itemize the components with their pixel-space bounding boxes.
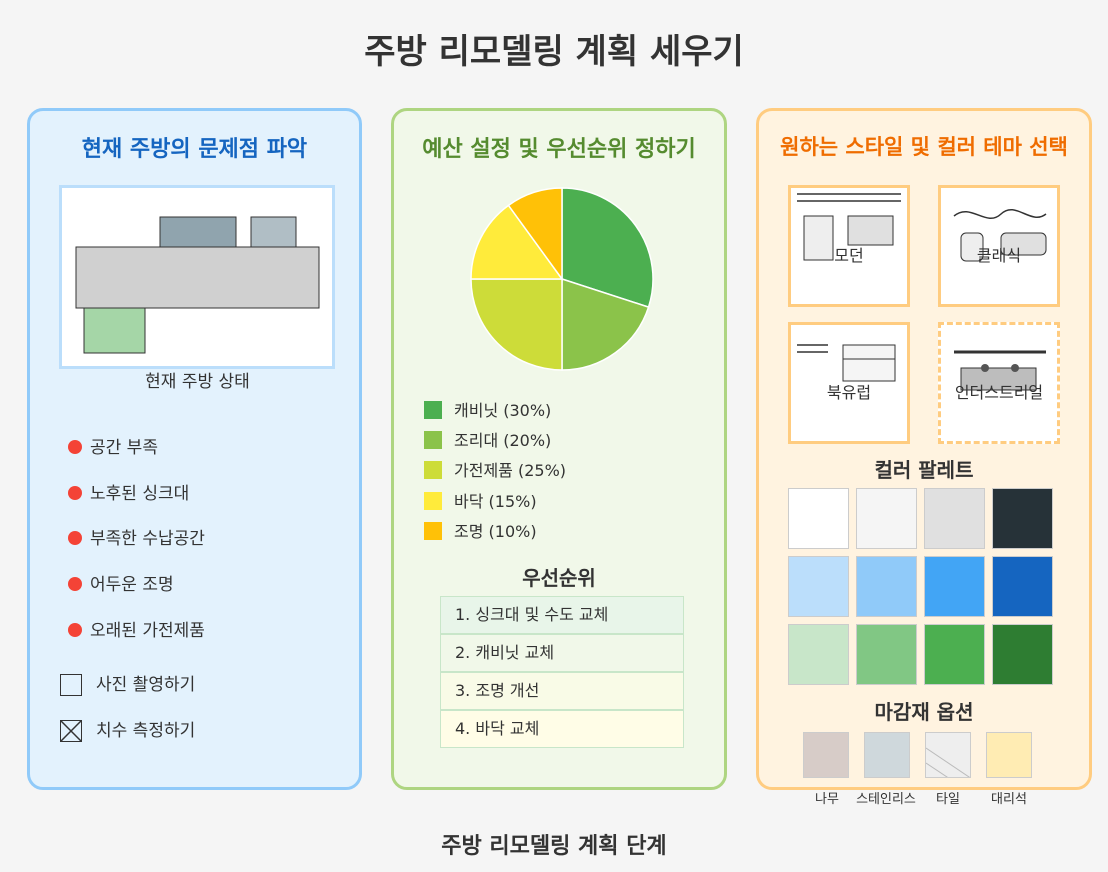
material-label: 타일 <box>936 792 960 807</box>
legend-swatch <box>424 522 442 540</box>
budget-panel-title: 예산 설정 및 우선순위 정하기 <box>422 137 696 162</box>
color-swatch[interactable] <box>856 556 917 617</box>
legend-item: 조리대 (20%) <box>424 427 551 451</box>
legend-swatch <box>424 461 442 479</box>
legend-item: 조명 (10%) <box>424 518 537 542</box>
legend-swatch <box>424 492 442 510</box>
color-swatch[interactable] <box>992 624 1053 685</box>
legend-item: 캐비닛 (30%) <box>424 397 551 421</box>
color-swatch[interactable] <box>992 488 1053 549</box>
legend-item: 가전제품 (25%) <box>424 457 566 481</box>
priority-item: 4. 바닥 교체 <box>440 710 684 748</box>
material-wood-swatch[interactable] <box>803 732 849 778</box>
style-option-classic[interactable]: 클래식 <box>938 185 1060 307</box>
checkbox-checked[interactable] <box>60 720 82 742</box>
pie-slice-캐비닛 <box>561 187 654 309</box>
pie-slice-바닥 <box>470 204 564 280</box>
nordic-style-icon <box>797 344 896 382</box>
bullet-dot-icon <box>68 623 82 637</box>
color-swatch[interactable] <box>924 556 985 617</box>
style-option-nordic[interactable]: 북유럽 <box>788 322 910 444</box>
style-option-industrial[interactable]: 인더스트리얼 <box>938 322 1060 444</box>
checkmark-x-icon <box>61 721 81 741</box>
issue-item: 노후된 싱크대 <box>68 479 189 504</box>
color-swatch[interactable] <box>924 624 985 685</box>
priority-item: 2. 캐비닛 교체 <box>440 634 684 672</box>
kitchen-image-caption: 현재 주방 상태 <box>145 372 250 392</box>
pie-slice-조리대 <box>561 277 650 371</box>
color-swatch[interactable] <box>788 624 849 685</box>
style-option-modern[interactable]: 모던 <box>788 185 910 307</box>
bullet-dot-icon <box>68 440 82 454</box>
style-panel-title: 원하는 스타일 및 컬러 테마 선택 <box>780 135 1068 159</box>
problem-panel-title: 현재 주방의 문제점 파악 <box>81 137 308 162</box>
modern-style-icon <box>797 193 901 261</box>
page-title: 주방 리모델링 계획 세우기 <box>364 32 744 72</box>
color-swatch[interactable] <box>856 488 917 549</box>
color-swatch[interactable] <box>856 624 917 685</box>
pie-slice-가전제품 <box>470 278 563 371</box>
material-stainless-swatch[interactable] <box>864 732 910 778</box>
material-label: 스테인리스 <box>856 792 916 807</box>
problem-panel: 현재 주방의 문제점 파악 현재 주방 상태 공간 부족 노후된 싱크대 부족한… <box>27 108 362 790</box>
color-swatch[interactable] <box>992 556 1053 617</box>
kitchen-layout-illustration <box>75 216 320 354</box>
style-label: 클래식 <box>976 246 1022 265</box>
color-swatch[interactable] <box>924 488 985 549</box>
color-swatch[interactable] <box>788 488 849 549</box>
issue-item: 어두운 조명 <box>68 570 174 595</box>
pie-slice-조명 <box>507 187 563 282</box>
style-label: 인더스트리얼 <box>954 383 1044 402</box>
legend-swatch <box>424 431 442 449</box>
checklist-item-measure[interactable]: 치수 측정하기 <box>60 716 195 742</box>
classic-style-icon <box>953 208 1047 262</box>
priority-item: 3. 조명 개선 <box>440 672 684 710</box>
style-panel: 원하는 스타일 및 컬러 테마 선택 모던 클래식 북유럽 <box>756 108 1092 807</box>
budget-panel: 예산 설정 및 우선순위 정하기 캐비닛 (30%) 조리대 (20%) 가전제… <box>391 108 727 790</box>
issue-item: 공간 부족 <box>68 433 158 458</box>
priority-item: 1. 싱크대 및 수도 교체 <box>440 596 684 634</box>
palette-title: 컬러 팔레트 <box>874 458 974 482</box>
style-label: 모던 <box>834 246 864 265</box>
material-label: 대리석 <box>991 792 1027 807</box>
issue-item: 오래된 가전제품 <box>68 616 205 641</box>
material-marble-swatch[interactable] <box>986 732 1032 778</box>
tile-pattern-icon <box>926 747 970 777</box>
bullet-dot-icon <box>68 531 82 545</box>
bullet-dot-icon <box>68 486 82 500</box>
industrial-style-icon <box>954 350 1046 391</box>
color-swatch[interactable] <box>788 556 849 617</box>
materials-title: 마감재 옵션 <box>874 700 974 724</box>
priority-title: 우선순위 <box>522 566 596 590</box>
kitchen-image <box>59 185 335 369</box>
checklist-item-photo[interactable]: 사진 촬영하기 <box>60 670 195 696</box>
issue-item: 부족한 수납공간 <box>68 524 205 549</box>
style-label: 북유럽 <box>826 383 872 402</box>
checkbox-unchecked[interactable] <box>60 674 82 696</box>
budget-pie-chart <box>470 187 654 371</box>
legend-item: 바닥 (15%) <box>424 488 537 512</box>
material-tile-swatch[interactable] <box>925 732 971 778</box>
material-label: 나무 <box>815 792 839 807</box>
bullet-dot-icon <box>68 577 82 591</box>
legend-swatch <box>424 401 442 419</box>
page-footer: 주방 리모델링 계획 단계 <box>441 834 667 859</box>
